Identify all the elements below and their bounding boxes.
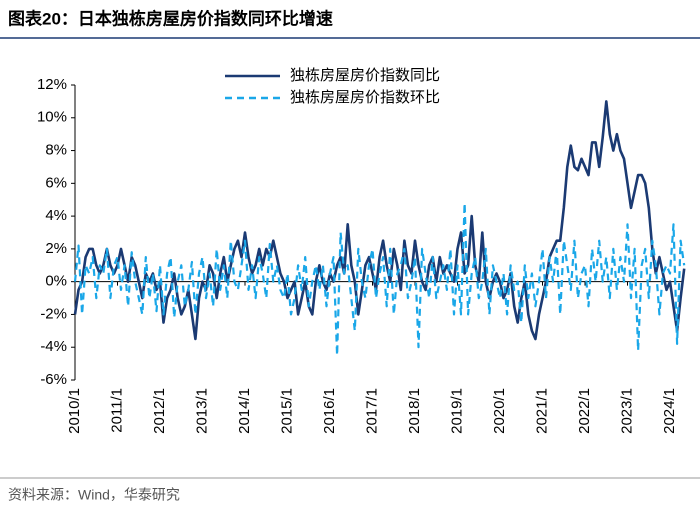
x-tick-label: 2019/1 bbox=[448, 388, 465, 434]
y-tick-label: 10% bbox=[37, 109, 67, 126]
x-tick-label: 2013/1 bbox=[193, 388, 210, 434]
x-tick-label: 2016/1 bbox=[321, 388, 338, 434]
y-tick-label: -4% bbox=[40, 338, 67, 355]
x-tick-label: 2011/1 bbox=[108, 388, 125, 433]
x-tick-label: 2021/1 bbox=[533, 388, 550, 434]
legend-label: 独栋房屋房价指数同比 bbox=[290, 66, 440, 84]
x-tick-label: 2022/1 bbox=[576, 388, 593, 434]
legend-label: 独栋房屋房价指数环比 bbox=[290, 88, 440, 106]
x-tick-label: 2024/1 bbox=[661, 388, 678, 434]
x-tick-label: 2020/1 bbox=[491, 388, 508, 434]
y-tick-label: 12% bbox=[37, 76, 67, 93]
x-tick-label: 2010/1 bbox=[66, 388, 83, 434]
source: 资料来源：Wind，华泰研究 bbox=[8, 487, 180, 503]
y-tick-label: 0% bbox=[45, 273, 67, 290]
x-tick-label: 2018/1 bbox=[406, 388, 423, 434]
x-tick-label: 2023/1 bbox=[618, 388, 635, 434]
y-tick-label: 4% bbox=[45, 207, 67, 224]
series-line bbox=[73, 100, 686, 341]
y-tick-label: 6% bbox=[45, 174, 67, 191]
y-tick-label: -2% bbox=[40, 305, 67, 322]
series-line bbox=[73, 201, 686, 357]
chart-title: 图表20：日本独栋房屋房价指数同环比增速 bbox=[8, 8, 333, 28]
x-tick-label: 2015/1 bbox=[278, 388, 295, 434]
x-tick-label: 2014/1 bbox=[236, 388, 253, 434]
y-tick-label: -6% bbox=[40, 371, 67, 388]
y-tick-label: 8% bbox=[45, 142, 67, 159]
y-tick-label: 2% bbox=[45, 240, 67, 257]
x-tick-label: 2012/1 bbox=[151, 388, 168, 434]
x-tick-label: 2017/1 bbox=[363, 388, 380, 434]
